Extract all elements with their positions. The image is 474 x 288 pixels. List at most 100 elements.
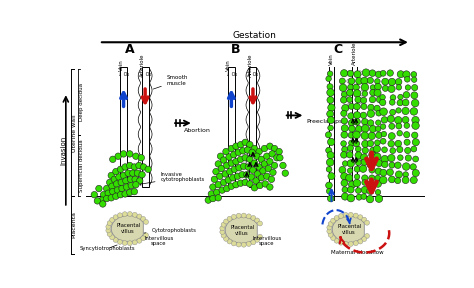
Circle shape [374, 145, 381, 152]
Circle shape [389, 176, 395, 183]
Circle shape [326, 76, 331, 82]
Circle shape [390, 95, 396, 101]
Text: Cytotrophoblasts: Cytotrophoblasts [144, 228, 196, 233]
Circle shape [241, 242, 246, 247]
Circle shape [327, 151, 334, 159]
Circle shape [339, 166, 346, 173]
Circle shape [128, 241, 132, 246]
Circle shape [327, 159, 334, 166]
Circle shape [405, 155, 411, 161]
Circle shape [339, 84, 347, 92]
Circle shape [261, 145, 268, 152]
Circle shape [347, 194, 355, 202]
Circle shape [369, 96, 376, 103]
Circle shape [348, 113, 354, 119]
Text: ↓ O₂: ↓ O₂ [226, 72, 237, 77]
Circle shape [347, 168, 353, 173]
Circle shape [222, 171, 228, 177]
Text: Placental
villus: Placental villus [337, 224, 361, 235]
Bar [142, 67, 149, 187]
Circle shape [402, 107, 409, 115]
Text: Uterine wall: Uterine wall [72, 114, 77, 152]
Circle shape [218, 165, 225, 172]
Circle shape [109, 156, 116, 162]
Circle shape [376, 96, 383, 103]
Circle shape [369, 126, 376, 132]
Text: Superficial decidua: Superficial decidua [80, 139, 84, 192]
Circle shape [328, 104, 335, 111]
Circle shape [237, 156, 244, 162]
Circle shape [341, 180, 348, 186]
Circle shape [402, 177, 409, 183]
Circle shape [326, 132, 331, 138]
Circle shape [133, 181, 139, 188]
Circle shape [403, 71, 410, 78]
Circle shape [237, 141, 244, 148]
Circle shape [398, 94, 403, 100]
Circle shape [282, 170, 289, 176]
Circle shape [326, 166, 332, 172]
Circle shape [256, 148, 262, 155]
Circle shape [383, 85, 388, 91]
Circle shape [328, 232, 333, 237]
Text: ↓ O₂: ↓ O₂ [247, 72, 258, 77]
Circle shape [330, 218, 336, 223]
Circle shape [123, 178, 129, 184]
Circle shape [210, 184, 216, 190]
Circle shape [118, 239, 122, 245]
Circle shape [113, 181, 120, 187]
Circle shape [362, 147, 368, 154]
Circle shape [390, 109, 396, 115]
Circle shape [265, 165, 272, 172]
Polygon shape [332, 216, 365, 242]
Circle shape [221, 233, 226, 238]
Circle shape [326, 182, 332, 189]
Circle shape [353, 90, 361, 97]
Circle shape [231, 241, 237, 246]
Circle shape [220, 157, 227, 163]
Circle shape [374, 140, 380, 145]
Circle shape [375, 190, 381, 195]
Text: Preeclampsia: Preeclampsia [307, 119, 349, 124]
Circle shape [105, 190, 111, 196]
Circle shape [114, 187, 121, 193]
Circle shape [280, 162, 286, 169]
Circle shape [269, 151, 275, 157]
Circle shape [138, 155, 145, 161]
Text: Smooth
muscle: Smooth muscle [153, 75, 188, 89]
Circle shape [389, 100, 395, 105]
Circle shape [328, 195, 334, 202]
Circle shape [221, 222, 226, 227]
Circle shape [410, 177, 417, 184]
Circle shape [342, 105, 349, 112]
Circle shape [389, 162, 395, 168]
Circle shape [380, 138, 386, 144]
Circle shape [375, 168, 382, 175]
Circle shape [267, 143, 273, 149]
Text: Placental
villus: Placental villus [230, 225, 254, 236]
Circle shape [250, 167, 256, 173]
Circle shape [397, 130, 402, 136]
Circle shape [342, 146, 348, 153]
Circle shape [225, 177, 231, 183]
Circle shape [264, 153, 270, 160]
Circle shape [208, 191, 215, 197]
Circle shape [255, 218, 260, 223]
Circle shape [374, 83, 382, 90]
Circle shape [268, 176, 274, 183]
Circle shape [144, 219, 148, 224]
Circle shape [108, 195, 115, 201]
Circle shape [233, 143, 239, 149]
Circle shape [122, 212, 127, 217]
Circle shape [240, 163, 247, 169]
Circle shape [103, 185, 110, 192]
Circle shape [375, 175, 381, 181]
Circle shape [230, 175, 236, 181]
Circle shape [109, 183, 115, 190]
Text: Arteriole: Arteriole [140, 54, 145, 77]
Circle shape [395, 162, 401, 168]
Circle shape [128, 182, 135, 189]
Circle shape [356, 194, 362, 200]
Circle shape [348, 126, 355, 132]
Circle shape [132, 240, 137, 245]
